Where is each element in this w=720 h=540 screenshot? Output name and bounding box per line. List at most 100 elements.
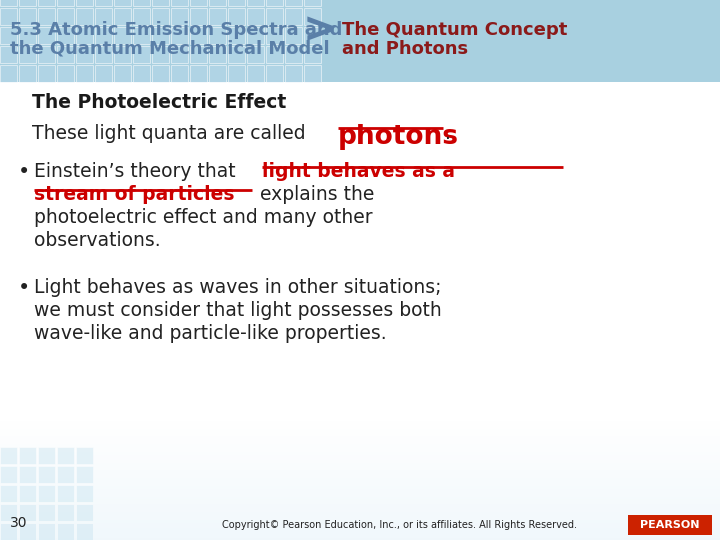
- Bar: [0, 528, 720, 529]
- Bar: [0, 483, 720, 484]
- Text: Einstein’s theory that: Einstein’s theory that: [34, 162, 242, 181]
- Text: These light quanta are called: These light quanta are called: [32, 124, 312, 143]
- Bar: [0, 461, 720, 462]
- Bar: [247, 8, 264, 25]
- Bar: [0, 494, 720, 495]
- Bar: [0, 515, 720, 516]
- Bar: [228, 65, 245, 82]
- Bar: [0, 445, 720, 446]
- Bar: [0, 448, 720, 449]
- Bar: [152, 65, 169, 82]
- Bar: [57, 523, 74, 540]
- Bar: [209, 46, 226, 63]
- Bar: [171, 65, 188, 82]
- Bar: [304, 0, 321, 6]
- Text: •: •: [18, 162, 30, 182]
- Bar: [38, 466, 55, 483]
- Bar: [38, 65, 55, 82]
- Bar: [0, 420, 720, 421]
- Bar: [95, 8, 112, 25]
- Bar: [0, 517, 720, 518]
- Bar: [0, 538, 720, 539]
- Bar: [0, 451, 720, 452]
- Bar: [0, 500, 720, 501]
- Bar: [628, 515, 712, 535]
- Bar: [19, 523, 36, 540]
- Bar: [266, 8, 283, 25]
- Bar: [57, 0, 74, 6]
- Bar: [171, 8, 188, 25]
- Text: we must consider that light possesses both: we must consider that light possesses bo…: [34, 301, 442, 320]
- Bar: [0, 439, 720, 440]
- Text: wave-like and particle-like properties.: wave-like and particle-like properties.: [34, 324, 387, 343]
- Bar: [0, 491, 720, 492]
- Bar: [95, 65, 112, 82]
- Bar: [0, 499, 720, 500]
- Bar: [0, 530, 720, 531]
- Bar: [304, 8, 321, 25]
- Bar: [285, 65, 302, 82]
- Bar: [0, 485, 720, 486]
- Bar: [0, 484, 720, 485]
- Bar: [19, 8, 36, 25]
- Bar: [0, 442, 720, 443]
- Bar: [0, 495, 720, 496]
- Bar: [0, 523, 17, 540]
- Bar: [0, 479, 720, 480]
- Bar: [0, 438, 720, 439]
- Bar: [0, 455, 720, 456]
- Bar: [0, 449, 720, 450]
- Bar: [0, 485, 17, 502]
- Bar: [76, 447, 93, 464]
- Bar: [0, 423, 720, 424]
- Bar: [0, 437, 720, 438]
- Bar: [76, 504, 93, 521]
- Bar: [0, 524, 720, 525]
- Bar: [0, 433, 720, 434]
- Bar: [0, 426, 720, 427]
- Bar: [0, 468, 720, 469]
- Text: explains the: explains the: [254, 185, 374, 204]
- Bar: [247, 0, 264, 6]
- Text: 30: 30: [10, 516, 27, 530]
- Bar: [171, 0, 188, 6]
- Bar: [0, 476, 720, 477]
- Text: .: .: [445, 124, 451, 143]
- Bar: [0, 510, 720, 511]
- Bar: [266, 65, 283, 82]
- Bar: [0, 454, 720, 455]
- Bar: [133, 65, 150, 82]
- Bar: [0, 466, 17, 483]
- Bar: [209, 8, 226, 25]
- Bar: [190, 27, 207, 44]
- Bar: [0, 537, 720, 538]
- Text: the Quantum Mechanical Model: the Quantum Mechanical Model: [10, 40, 330, 58]
- Bar: [0, 539, 720, 540]
- Bar: [38, 485, 55, 502]
- Bar: [133, 46, 150, 63]
- Bar: [0, 444, 720, 445]
- Bar: [0, 65, 17, 82]
- Bar: [0, 503, 720, 504]
- Bar: [152, 0, 169, 6]
- Bar: [0, 0, 720, 82]
- Bar: [0, 447, 720, 448]
- Text: photons: photons: [338, 124, 459, 150]
- Bar: [0, 452, 720, 453]
- Text: •: •: [18, 278, 30, 298]
- Bar: [285, 0, 302, 6]
- Bar: [0, 467, 720, 468]
- Bar: [190, 0, 207, 6]
- Bar: [0, 474, 720, 475]
- Bar: [95, 27, 112, 44]
- Bar: [0, 486, 720, 487]
- Bar: [0, 511, 720, 512]
- Bar: [0, 466, 720, 467]
- Bar: [38, 523, 55, 540]
- Bar: [0, 531, 720, 532]
- Bar: [95, 46, 112, 63]
- Bar: [0, 478, 720, 479]
- Bar: [0, 450, 720, 451]
- Bar: [38, 8, 55, 25]
- Bar: [57, 8, 74, 25]
